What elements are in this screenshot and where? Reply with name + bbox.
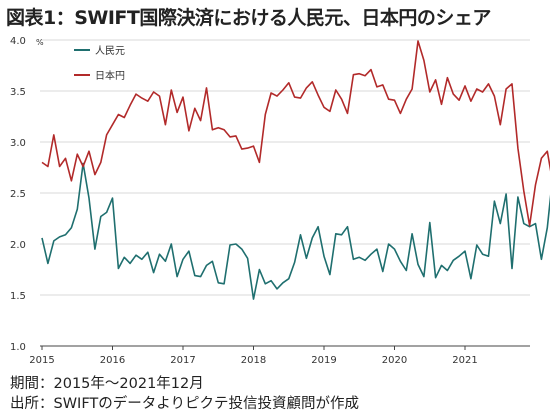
legend-label: 日本円 — [95, 69, 125, 82]
series-lines — [41, 40, 550, 300]
y-tick-label: 3.0 — [10, 138, 26, 149]
y-axis-ticks: 1.0 1.5 2.0 2.5 3.0 3.5 4.0 — [10, 36, 26, 353]
y-tick-label: 1.0 — [10, 342, 26, 353]
y-axis-unit: % — [36, 38, 44, 47]
x-tick-label: 2020 — [382, 355, 407, 366]
x-tick-label: 2016 — [100, 355, 125, 366]
series-line-jpy — [41, 40, 550, 227]
x-tick-label: 2017 — [170, 355, 195, 366]
legend-label: 人民元 — [95, 45, 125, 57]
y-tick-label: 2.5 — [10, 189, 26, 200]
x-tick-label: 2015 — [29, 355, 54, 366]
x-tick-label: 2021 — [452, 355, 477, 366]
period-note: 期間：2015年～2021年12月 — [10, 376, 204, 392]
y-tick-label: 2.0 — [10, 240, 26, 251]
chart-title: 図表1：SWIFT国際決済における人民元、日本円のシェア — [6, 7, 491, 29]
series-line-cny — [41, 162, 550, 300]
grid-lines — [40, 39, 530, 296]
y-tick-label: 4.0 — [10, 36, 26, 47]
x-tick-label: 2019 — [311, 355, 336, 366]
source-note: 出所：SWIFTのデータよりピクテ投信投資顧問が作成 — [10, 396, 359, 412]
x-axis: 2015 2016 2017 2018 2019 2020 2021 — [29, 345, 530, 366]
y-tick-label: 3.5 — [10, 87, 26, 98]
y-tick-label: 1.5 — [10, 291, 26, 302]
x-tick-label: 2018 — [241, 355, 266, 366]
